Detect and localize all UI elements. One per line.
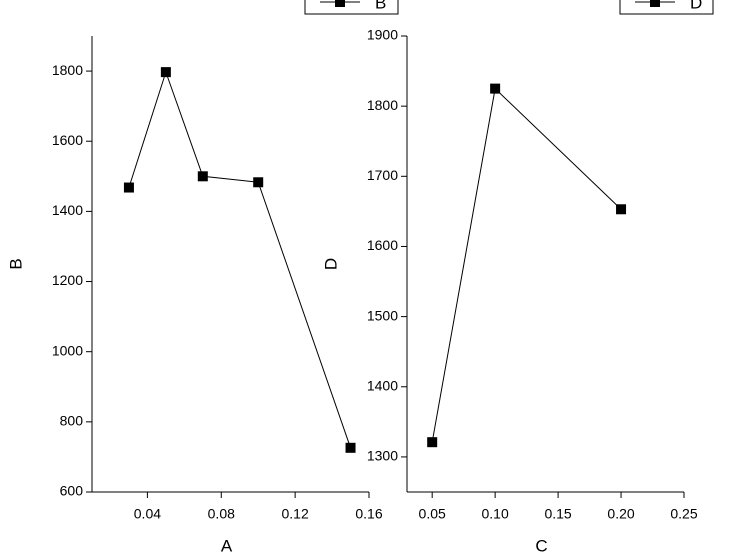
y-tick-label: 1400: [52, 202, 83, 218]
data-point: [427, 437, 438, 448]
legend-box: [619, 0, 714, 15]
y-tick-label: 600: [60, 483, 84, 499]
x-tick-label: 0.04: [134, 506, 161, 522]
x-tick-label: 0.05: [419, 506, 446, 522]
series-line: [431, 87, 622, 443]
data-point: [345, 442, 356, 453]
y-tick-label: 1800: [367, 97, 398, 113]
y-tick-label: 1900: [367, 27, 398, 43]
data-point: [616, 204, 627, 215]
y-tick-label: 800: [60, 413, 84, 429]
x-tick-label: 0.15: [544, 506, 571, 522]
y-tick-label: 1700: [367, 167, 398, 183]
data-point: [253, 177, 264, 188]
data-point: [490, 83, 501, 94]
y-tick-label: 1200: [52, 272, 83, 288]
y-axis-label: D: [321, 258, 340, 270]
legend-box: [304, 0, 399, 15]
series-line: [128, 70, 352, 448]
x-tick-label: 0.20: [607, 506, 634, 522]
legend-label: D: [690, 0, 702, 12]
y-tick-label: 1400: [367, 377, 398, 393]
x-axis-label: A: [221, 536, 233, 555]
data-point: [160, 67, 171, 78]
x-tick-label: 0.16: [355, 506, 382, 522]
data-point: [123, 182, 134, 193]
y-tick-label: 1000: [52, 342, 83, 358]
x-tick-label: 0.10: [482, 506, 509, 522]
y-tick-label: 1500: [367, 307, 398, 323]
x-tick-label: 0.12: [282, 506, 309, 522]
x-tick-label: 0.25: [670, 506, 697, 522]
x-axis-label: C: [535, 536, 547, 555]
data-point: [197, 171, 208, 182]
legend-marker: [650, 0, 660, 7]
y-tick-label: 1300: [367, 448, 398, 464]
y-tick-label: 1600: [52, 132, 83, 148]
y-axis-label: B: [6, 258, 25, 269]
x-tick-label: 0.08: [208, 506, 235, 522]
y-tick-label: 1800: [52, 62, 83, 78]
legend-marker: [335, 0, 345, 7]
y-tick-label: 1600: [367, 237, 398, 253]
legend-label: B: [375, 0, 386, 12]
